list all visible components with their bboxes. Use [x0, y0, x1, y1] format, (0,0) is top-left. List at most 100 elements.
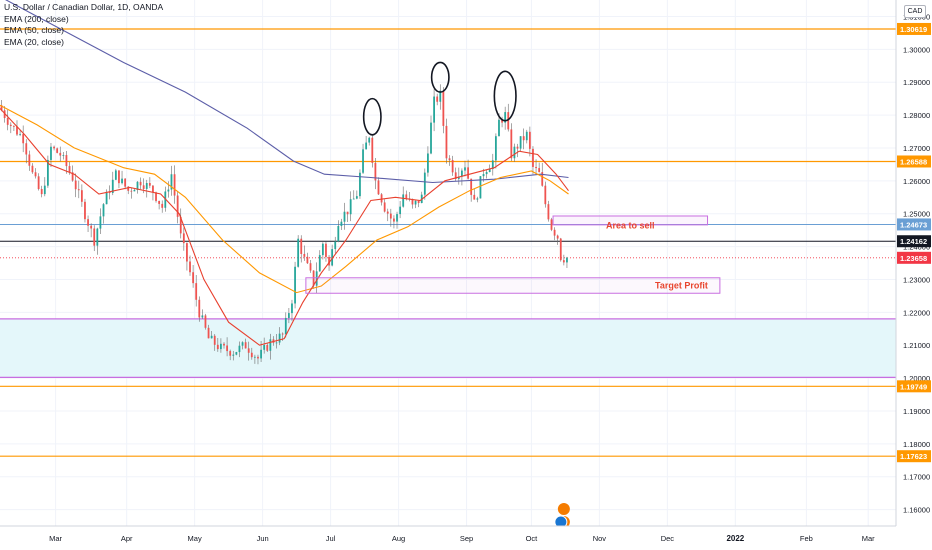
candle-body — [538, 168, 541, 173]
candle-body — [297, 238, 300, 267]
candle-body — [287, 313, 290, 318]
x-tick-label: Aug — [392, 534, 405, 543]
candle-body — [142, 185, 145, 189]
candle-body — [485, 172, 488, 175]
event-markers — [554, 503, 570, 529]
y-tick-label: 1.28000 — [903, 111, 930, 120]
candle-body — [433, 96, 435, 123]
candle-body — [167, 189, 170, 192]
candle-body — [278, 333, 281, 343]
candle-body — [121, 178, 123, 184]
candle-body — [226, 345, 228, 352]
candle-body — [40, 189, 43, 195]
candle-body — [158, 200, 161, 204]
candle-body — [306, 256, 309, 264]
candle-body — [439, 90, 442, 102]
candle-body — [377, 180, 380, 195]
candle-body — [411, 199, 414, 205]
candle-body — [68, 166, 71, 173]
candle-body — [124, 178, 127, 187]
candle-body — [461, 170, 463, 177]
candle-body — [380, 194, 383, 203]
candle-body — [399, 206, 402, 215]
currency-badge[interactable]: CAD — [904, 5, 926, 18]
candle-body — [556, 235, 559, 239]
price-label-bg-1 — [897, 155, 931, 168]
candle-body — [309, 263, 312, 271]
candle-body — [368, 137, 371, 143]
candle-body — [93, 228, 96, 246]
candle-body — [247, 348, 250, 353]
candle-body — [118, 170, 120, 184]
candle-body — [229, 351, 232, 356]
legend-ema-50: EMA (50, close) — [4, 25, 64, 35]
candle-body — [355, 196, 358, 199]
price-label-bg-6 — [897, 450, 931, 463]
candle-body — [9, 124, 12, 126]
price-label-bg-4 — [897, 251, 931, 264]
price-label-6: 1.17623 — [900, 452, 927, 461]
candle-body — [457, 176, 460, 179]
candle-body — [90, 225, 93, 229]
candle-body — [31, 165, 34, 173]
candle-body — [448, 158, 451, 161]
x-tick-label: Mar — [49, 534, 62, 543]
candle-body — [136, 181, 139, 190]
candle-body — [513, 146, 516, 159]
candle-body — [562, 260, 565, 263]
target-profit-label: Target Profit — [655, 281, 708, 291]
price-label-0: 1.30619 — [900, 25, 927, 34]
candle-body — [371, 137, 374, 163]
x-tick-label: Apr — [121, 534, 133, 543]
candle-body — [130, 190, 133, 192]
candle-body — [244, 342, 247, 349]
candle-body — [0, 105, 3, 111]
candle-body — [525, 131, 528, 141]
candle-body — [318, 255, 321, 272]
ema-line-2 — [0, 108, 569, 346]
candle-body — [22, 134, 25, 144]
candle-body — [454, 172, 457, 179]
annotation-circle-1 — [430, 61, 450, 93]
candle-body — [328, 256, 330, 266]
target-profit-box — [305, 277, 721, 294]
candle-body — [213, 335, 216, 345]
candle-body — [528, 131, 531, 149]
candle-body — [294, 266, 296, 304]
candle-body — [111, 179, 114, 194]
x-tick-label: 2022 — [726, 534, 744, 543]
candle-body — [186, 243, 188, 262]
candle-body — [325, 243, 327, 257]
candle-body — [352, 198, 355, 200]
candle-body — [28, 154, 31, 166]
annotation-circle-0 — [362, 97, 382, 136]
time-axis-bg — [0, 526, 932, 550]
candle-body — [105, 191, 108, 205]
candle-body — [207, 327, 210, 339]
candle-body — [559, 238, 562, 261]
candle-body — [547, 204, 550, 220]
candle-body — [195, 283, 198, 300]
price-label-bg-3 — [897, 235, 931, 248]
y-tick-label: 1.19000 — [903, 407, 930, 416]
candle-body — [507, 112, 510, 130]
candle-body — [43, 185, 46, 195]
candle-body — [479, 176, 482, 199]
candle-body — [374, 162, 377, 181]
candle-body — [281, 333, 284, 335]
x-tick-label: Jun — [257, 534, 269, 543]
candle-body — [321, 243, 324, 256]
candle-body — [405, 194, 408, 199]
candle-body — [13, 125, 15, 127]
candle-body — [102, 204, 105, 217]
candle-body — [62, 155, 65, 156]
candle-body — [504, 112, 507, 123]
candle-body — [464, 167, 466, 171]
sell-zone-box — [552, 215, 709, 226]
candle-body — [498, 119, 500, 137]
legend-ema-20: EMA (20, close) — [4, 36, 64, 47]
x-tick-label: Feb — [800, 534, 813, 543]
candle-body — [176, 195, 179, 217]
y-tick-label: 1.26000 — [903, 177, 930, 186]
